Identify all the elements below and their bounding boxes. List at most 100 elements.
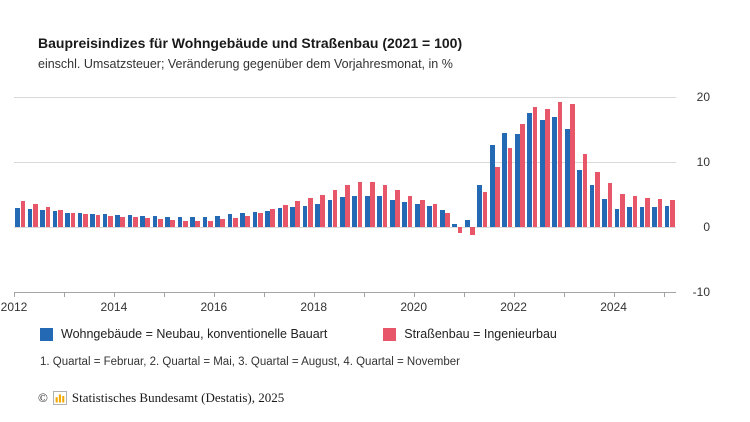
bar-strassenbau (532, 107, 538, 227)
x-tick-2023 (563, 292, 565, 297)
bar-wohngebaeude (265, 210, 270, 227)
bar-wohngebaeude (140, 215, 145, 227)
bar-wohngebaeude (414, 204, 420, 227)
bar-strassenbau (420, 199, 425, 227)
bar-wohngebaeude (539, 119, 545, 227)
bar-strassenbau (170, 219, 176, 227)
copyright-line: © Statistisches Bundesamt (Destatis), 20… (38, 390, 284, 406)
bar-strassenbau (507, 148, 513, 227)
bar-strassenbau (557, 102, 563, 227)
gridline--10 (14, 292, 676, 293)
bar-strassenbau (320, 194, 325, 227)
bar-wohngebaeude (152, 215, 158, 227)
bar-strassenbau (370, 181, 375, 227)
x-tick-label-2022: 2022 (500, 300, 527, 314)
bar-strassenbau (345, 185, 350, 227)
bar-wohngebaeude (477, 185, 483, 227)
x-tick-2025 (663, 292, 665, 297)
bar-strassenbau (470, 227, 475, 236)
x-tick-label-2012: 2012 (0, 300, 28, 314)
x-tick-2018 (313, 292, 315, 297)
x-tick-2016 (213, 292, 215, 297)
bar-wohngebaeude (577, 169, 582, 227)
legend-swatch-0 (40, 327, 53, 341)
bar-wohngebaeude (277, 208, 283, 227)
bar-wohngebaeude (589, 185, 595, 227)
y-tick-label-20: 20 (696, 90, 710, 104)
bar-strassenbau (232, 217, 238, 227)
bar-wohngebaeude (165, 217, 170, 227)
bar-strassenbau (132, 217, 138, 227)
bar-strassenbau (445, 212, 450, 227)
chart-footnote: 1. Quartal = Februar, 2. Quartal = Mai, … (40, 356, 460, 368)
bar-strassenbau (432, 203, 438, 227)
bar-strassenbau (58, 210, 63, 227)
bar-strassenbau (270, 209, 276, 227)
bar-wohngebaeude (402, 202, 408, 227)
bar-strassenbau (620, 193, 625, 227)
bar-strassenbau (120, 216, 126, 227)
bar-wohngebaeude (115, 214, 120, 227)
destatis-logo-icon (52, 391, 67, 405)
bar-strassenbau (207, 220, 213, 227)
bar-strassenbau (145, 217, 151, 227)
bar-strassenbau (607, 183, 613, 227)
bar-wohngebaeude (40, 210, 45, 227)
bar-wohngebaeude (614, 208, 620, 227)
bar-strassenbau (95, 215, 101, 227)
bar-wohngebaeude (452, 223, 458, 227)
bar-wohngebaeude (527, 112, 533, 227)
x-tick-2020 (413, 292, 415, 297)
bar-wohngebaeude (439, 210, 445, 227)
bar-strassenbau (157, 218, 163, 227)
y-tick-label--10: -10 (692, 285, 710, 299)
x-tick-label-2016: 2016 (200, 300, 228, 314)
x-tick-label-2020: 2020 (400, 300, 428, 314)
bar-wohngebaeude (315, 203, 320, 227)
bar-strassenbau (645, 198, 650, 227)
bar-wohngebaeude (240, 213, 245, 227)
bar-strassenbau (482, 191, 488, 227)
bar-wohngebaeude (352, 195, 358, 227)
bar-strassenbau (295, 201, 301, 227)
bar-wohngebaeude (290, 206, 295, 227)
bar-strassenbau (632, 196, 638, 227)
bar-wohngebaeude (90, 214, 95, 227)
chart-legend: Wohngebäude = Neubau, konventionelle Bau… (40, 327, 613, 341)
x-tick-2024 (613, 292, 615, 297)
bar-wohngebaeude (215, 215, 220, 227)
bar-strassenbau (357, 182, 363, 227)
bar-strassenbau (457, 227, 463, 233)
bar-wohngebaeude (227, 214, 233, 227)
bar-wohngebaeude (102, 214, 108, 227)
bar-strassenbau (670, 200, 675, 227)
bar-strassenbau (382, 184, 388, 227)
bar-wohngebaeude (364, 195, 370, 227)
bar-strassenbau (107, 215, 113, 227)
y-axis-labels: 20 10 0 -10 (682, 90, 710, 299)
chart-subtitle: einschl. Umsatzsteuer; Veränderung gegen… (38, 57, 453, 71)
bar-strassenbau (307, 197, 313, 227)
bar-strassenbau (195, 221, 201, 227)
bar-wohngebaeude (177, 216, 183, 227)
legend-item-1: Straßenbau = Ingenieurbau (383, 327, 557, 341)
bar-strassenbau (395, 189, 400, 227)
x-tick-2022 (513, 292, 515, 297)
x-tick-2017 (263, 292, 265, 297)
bar-strassenbau (332, 189, 338, 227)
bar-wohngebaeude (639, 206, 645, 227)
chart-plot-area: 2012 2014 2016 2018 2020 2022 2024 (1, 97, 676, 314)
bar-wohngebaeude (502, 133, 508, 227)
bar-strassenbau (245, 215, 251, 227)
gridline-10 (14, 162, 676, 163)
y-tick-label-10: 10 (696, 155, 710, 169)
bar-wohngebaeude (15, 208, 20, 227)
bar-wohngebaeude (252, 212, 258, 227)
bar-strassenbau (33, 203, 38, 227)
x-tick-2015 (163, 292, 165, 297)
copyright-text: Statistisches Bundesamt (Destatis), 2025 (71, 390, 285, 405)
bar-strassenbau (657, 199, 663, 227)
bar-strassenbau (257, 213, 263, 227)
x-tick-2019 (363, 292, 365, 297)
